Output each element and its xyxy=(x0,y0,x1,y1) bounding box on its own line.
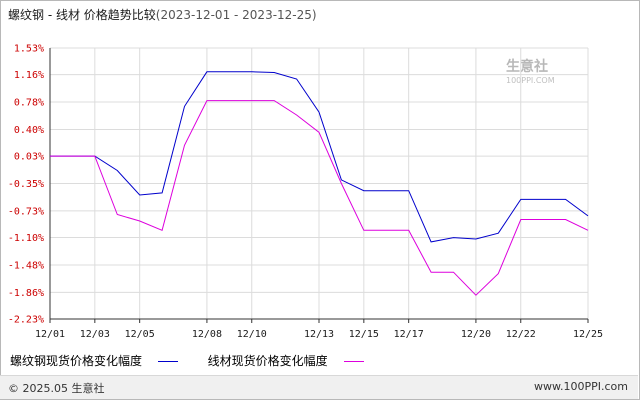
y-tick-label: 1.16% xyxy=(14,70,44,81)
x-tick-label: 12/25 xyxy=(573,329,603,340)
y-tick-label: 0.03% xyxy=(14,152,44,163)
x-tick-label: 12/08 xyxy=(192,329,222,340)
legend-item-series-2: 线材现货价格变化幅度 xyxy=(208,352,364,369)
x-tick-label: 12/17 xyxy=(394,329,424,340)
watermark-logo: 生意社 100PPI.COM xyxy=(480,56,555,85)
x-tick-label: 12/01 xyxy=(35,329,65,340)
x-tick-label: 12/05 xyxy=(125,329,155,340)
series-line-1 xyxy=(50,71,589,243)
legend-item-series-1: 螺纹钢现货价格变化幅度 xyxy=(10,352,178,369)
y-tick-label: -0.35% xyxy=(8,179,44,190)
y-tick-label: 1.53% xyxy=(14,44,44,55)
legend-label-series-2: 线材现货价格变化幅度 xyxy=(207,354,328,368)
footer-site-link[interactable]: www.100PPI.com xyxy=(534,380,628,393)
x-tick-label: 12/20 xyxy=(461,329,491,340)
y-tick-label: -2.23% xyxy=(8,315,44,326)
watermark-url: 100PPI.COM xyxy=(506,76,555,85)
y-tick-label: -1.86% xyxy=(8,288,44,299)
legend: 螺纹钢现货价格变化幅度 线材现货价格变化幅度 xyxy=(10,352,390,369)
footer-copyright: © 2025.05 生意社 xyxy=(8,382,105,395)
legend-label-series-1: 螺纹钢现货价格变化幅度 xyxy=(10,354,143,368)
watermark-name: 生意社 xyxy=(506,59,548,75)
chart-title: 螺纹钢 - 线材 价格趋势比较(2023-12-01 - 2023-12-25) xyxy=(8,6,317,23)
x-tick-label: 12/03 xyxy=(80,329,110,340)
y-tick-label: -1.10% xyxy=(8,233,44,244)
x-tick-label: 12/15 xyxy=(349,329,379,340)
x-tick-label: 12/10 xyxy=(237,329,267,340)
date-range: (2023-12-01 - 2023-12-25) xyxy=(155,8,317,22)
legend-swatch-series-2 xyxy=(343,361,364,362)
footer: © 2025.05 生意社 www.100PPI.com xyxy=(0,375,638,399)
x-tick-label: 12/13 xyxy=(304,329,334,340)
series-line-2 xyxy=(50,100,589,296)
y-tick-label: -0.73% xyxy=(8,206,44,217)
title-text: 螺纹钢 - 线材 价格趋势比较 xyxy=(8,8,156,22)
x-tick-label: 12/22 xyxy=(506,329,536,340)
y-tick-label: 0.78% xyxy=(14,98,44,109)
y-tick-label: 0.40% xyxy=(14,125,44,136)
y-tick-label: -1.48% xyxy=(8,260,44,271)
legend-swatch-series-1 xyxy=(157,361,178,362)
